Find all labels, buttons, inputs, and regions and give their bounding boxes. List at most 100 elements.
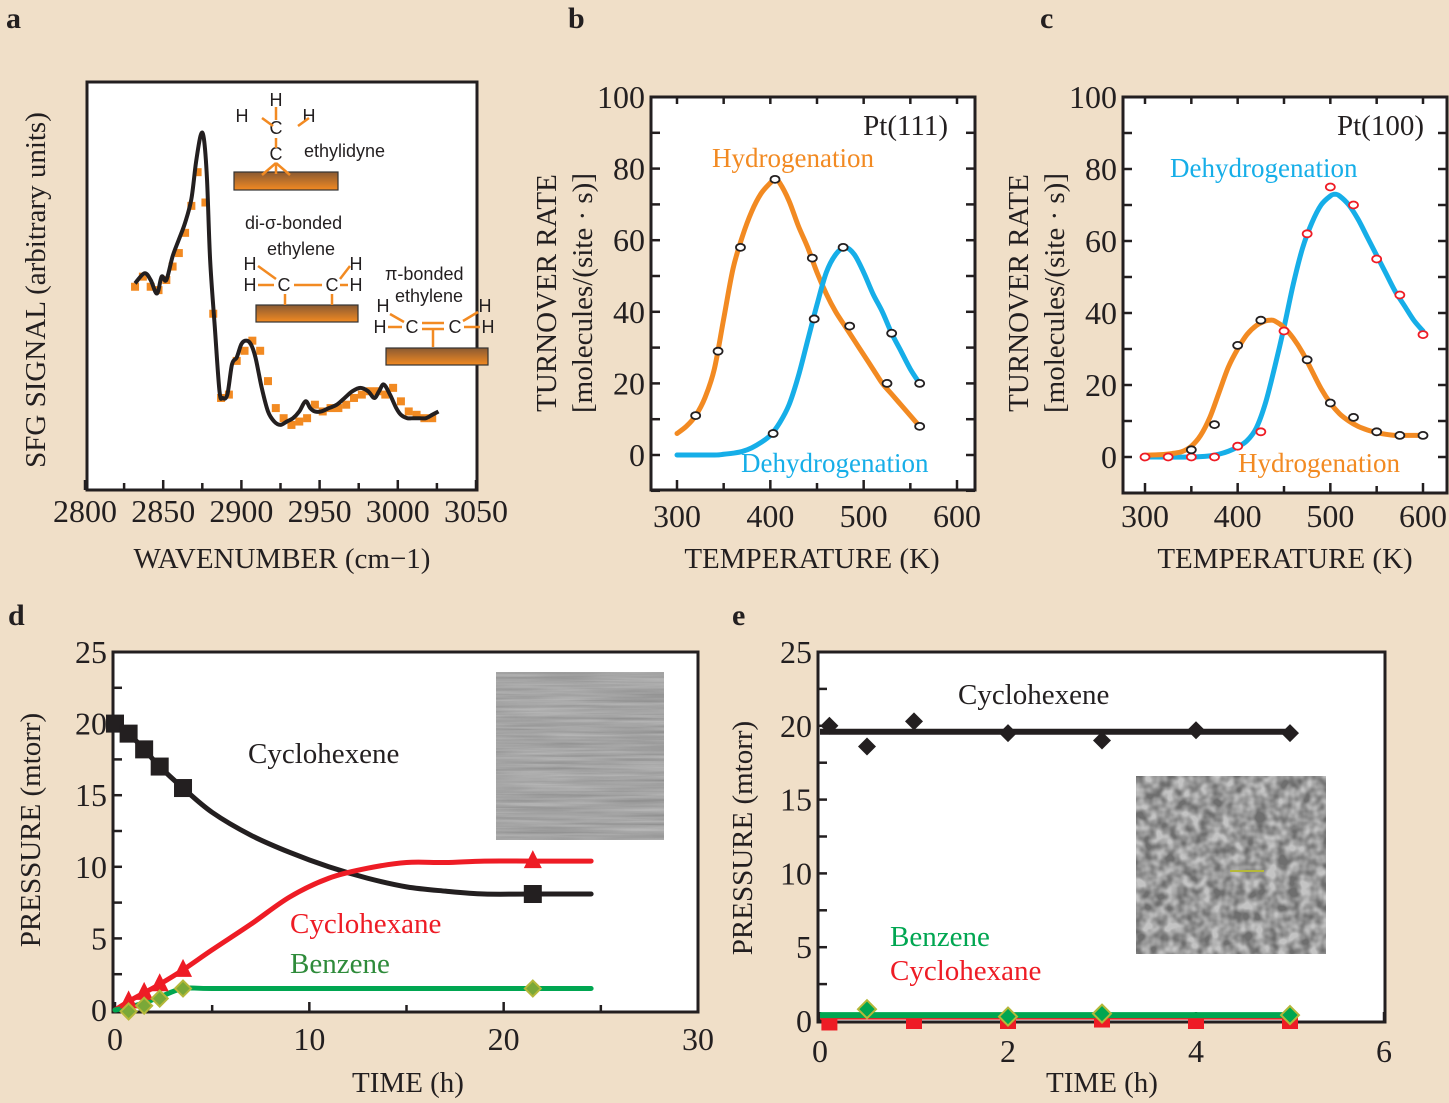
data-point-square [174,779,193,798]
data-point [174,249,183,258]
series-label: Benzene [290,948,390,980]
data-point-diamond [119,1002,139,1021]
panel-a: a 2800 2850 2900 2950 3000 3050 WAVENUMBER (cm−… [6,2,508,575]
x-axis-label: TIME (h) [352,1067,464,1099]
data-point [808,314,820,324]
data-point [1371,427,1383,437]
series-label: Cyclohexene [248,738,399,770]
series-label: Cyclohexene [958,679,1109,711]
data-point [1139,452,1151,462]
y-axis-label: TURNOVER RATE [1003,174,1035,412]
annotation-label: π-bonded [385,264,463,284]
data-point-square [119,724,138,743]
data-point [232,356,241,365]
data-point [712,346,724,356]
data-point-diamond [997,1006,1019,1027]
data-point [181,228,190,237]
y-tick-label: 25 [75,634,107,670]
atom-label: H [350,254,363,274]
series-label: Cyclohexane [290,908,441,940]
data-point [201,198,210,207]
data-point [396,397,405,406]
data-point [837,242,849,252]
series-label: Dehydrogenation [741,448,929,478]
annotation-label: ethylidyne [304,141,385,161]
data-point [248,336,257,345]
x-tick-label: 300 [653,498,701,534]
y-tick-label: 100 [597,79,645,115]
x-tick-label: 500 [1306,498,1354,534]
atom-label: H [482,317,495,337]
data-point [271,404,280,413]
data-point [914,378,926,388]
y-tick-label: 25 [780,634,812,670]
data-point [1185,452,1197,462]
data-point [168,262,177,271]
data-point [350,393,359,402]
y-tick-label: 20 [1085,367,1117,403]
bond [297,116,310,128]
y-tick-label: 80 [1085,151,1117,187]
x-tick-label: 3000 [366,493,430,529]
y-tick-label: 5 [796,929,812,965]
stm-inset-image [1136,776,1326,954]
data-point [806,253,818,263]
data-point [1278,326,1290,336]
y-tick-label: 20 [613,365,645,401]
y-tick-label: 60 [613,222,645,258]
bond [389,312,405,324]
y-tick-label: 60 [1085,223,1117,259]
x-axis-label: WAVENUMBER (cm−1) [134,543,431,575]
data-point [310,400,319,409]
x-tick-label: 10 [293,1021,325,1057]
data-point-triangle [150,973,169,992]
data-point [1301,355,1313,365]
data-point [881,378,893,388]
data-point-triangle [119,990,138,1009]
atom-label: H [244,275,257,295]
annotation-label: di-σ-bonded [245,213,342,233]
data-point [357,390,366,399]
x-tick-label: 0 [812,1033,828,1069]
bond [462,310,479,323]
data-point-square [821,1014,838,1031]
bond [275,162,291,176]
data-point [1348,412,1359,422]
panel-c: c 300 400 500 600 0 20 40 60 80 100 TEMPERATURE (K)… [1003,2,1449,575]
data-point [381,390,390,399]
x-axis-label: TEMPERATURE (K) [1157,543,1412,575]
y-tick-label: 40 [1085,295,1117,331]
data-point [146,282,155,291]
y-tick-label: 80 [613,151,645,187]
panel-b: b 300 400 500 600 0 20 40 60 80 100 TEMPERATURE (K)… [531,2,981,575]
series-line-dehydrogenation [1142,191,1426,460]
data-point [769,174,781,184]
data-point-diamond [820,716,839,735]
data-point [240,346,249,355]
y-axis-label: SFG SIGNAL (arbitrary units) [20,112,52,468]
y-tick-label: 0 [796,1003,812,1039]
data-point [1348,200,1359,210]
atom-label: C [270,118,283,138]
bond [339,265,351,280]
data-point [263,377,272,386]
data-point [1417,430,1429,440]
data-point [389,383,398,392]
y-axis-label: PRESSURE (mtorr) [15,713,47,947]
surface-slab-icon [233,171,339,191]
x-tick-label: 400 [1214,498,1262,534]
atom-label: C [270,144,283,164]
x-axis-label: TIME (h) [1046,1067,1158,1099]
y-tick-label: 10 [75,849,107,885]
data-point [1324,182,1336,192]
pi-ethylene-molecule: HH C CHH [374,296,495,347]
data-point [1394,290,1406,300]
stm-inset-image [496,672,664,840]
x-tick-label: 4 [1188,1033,1204,1069]
x-tick-label: 400 [746,498,794,534]
data-point [287,420,296,429]
data-point [886,328,898,338]
y-tick-label: 0 [629,437,645,473]
x-axis-label: TEMPERATURE (K) [684,543,939,575]
di-sigma-ethylene-molecule: HH C CHH [244,254,363,305]
